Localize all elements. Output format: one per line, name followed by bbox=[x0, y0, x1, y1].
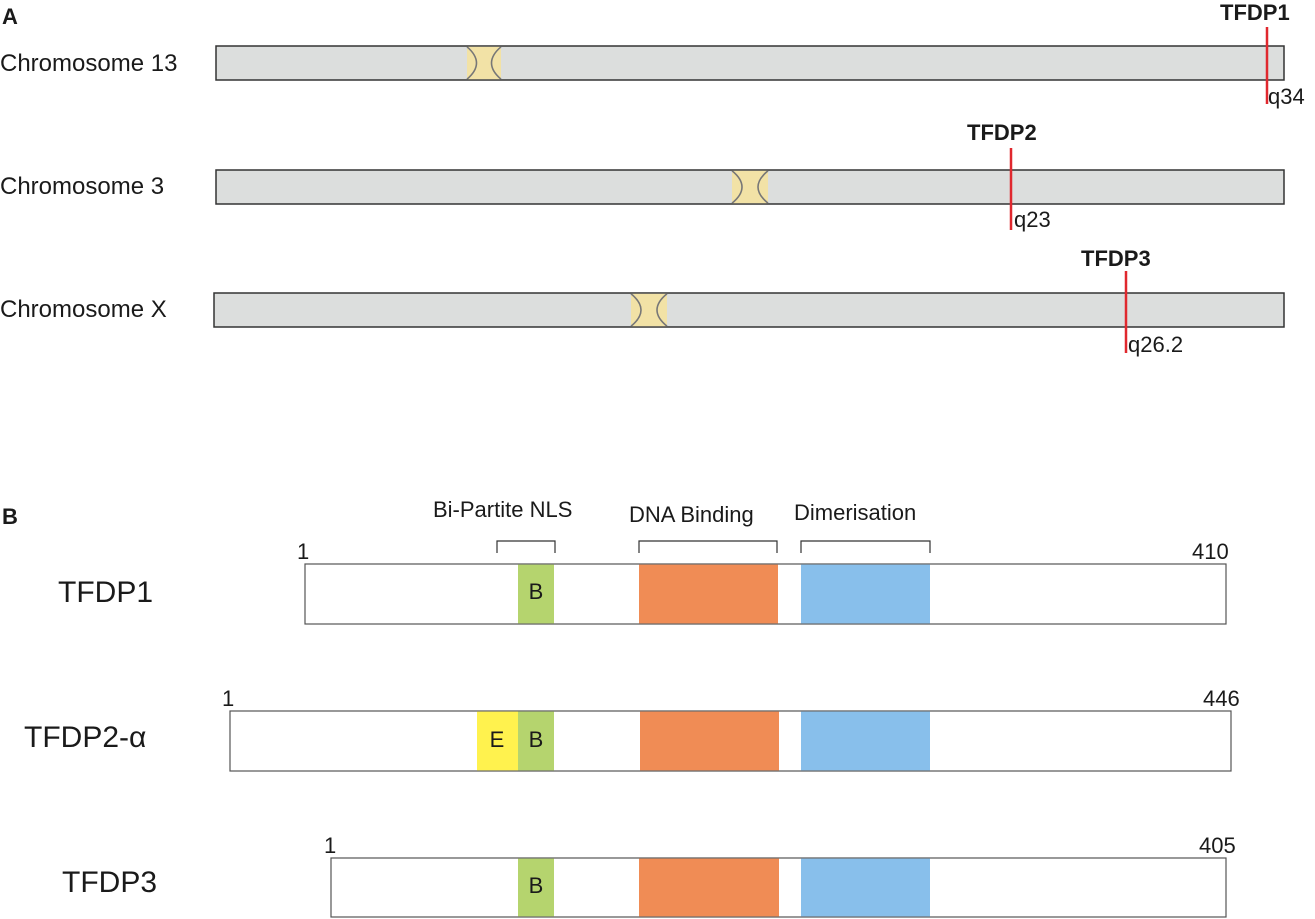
protein-tfdp2-alpha-nls-b-box bbox=[518, 711, 554, 771]
chromosome-x-label: Chromosome X bbox=[0, 296, 167, 323]
chromosome-13-label: Chromosome 13 bbox=[0, 50, 177, 77]
protein-tfdp1-end: 410 bbox=[1192, 539, 1229, 564]
protein-tfdp1: TFDP1 1 410 B bbox=[58, 539, 1229, 625]
protein-tfdp1-label: TFDP1 bbox=[58, 576, 153, 609]
chromosome-x-centromere bbox=[630, 293, 668, 327]
protein-tfdp3-label: TFDP3 bbox=[62, 866, 157, 899]
protein-tfdp3-nls-b-box bbox=[518, 858, 554, 917]
protein-tfdp3: TFDP3 1 405 B bbox=[62, 833, 1236, 918]
protein-tfdp1-nls-b-box bbox=[518, 564, 554, 624]
protein-tfdp3-nls-b-label: B bbox=[529, 873, 544, 898]
protein-tfdp2-alpha-label: TFDP2-α bbox=[24, 721, 146, 754]
protein-tfdp1-dna-binding-domain bbox=[639, 564, 778, 624]
protein-tfdp2-alpha-dimerisation-domain bbox=[801, 711, 930, 771]
protein-tfdp3-start: 1 bbox=[324, 833, 336, 858]
panel-a-label: A bbox=[2, 4, 18, 29]
protein-tfdp2-alpha-nls-e-label: E bbox=[490, 727, 505, 752]
chromosome-3: Chromosome 3 TFDP2 q23 bbox=[0, 120, 1285, 232]
protein-tfdp2-alpha-dna-binding-domain bbox=[640, 711, 779, 771]
nls-bracket bbox=[496, 540, 556, 553]
protein-tfdp1-nls-b-label: B bbox=[529, 579, 544, 604]
dna-binding-domain-header: DNA Binding bbox=[629, 502, 754, 527]
chromosome-3-centromere bbox=[731, 170, 769, 204]
tfdp1-gene-label: TFDP1 bbox=[1220, 0, 1290, 25]
protein-tfdp2-alpha-end: 446 bbox=[1203, 686, 1240, 711]
panel-b-label: B bbox=[2, 504, 18, 529]
chromosome-x: Chromosome X TFDP3 q26.2 bbox=[0, 246, 1285, 357]
protein-tfdp1-dimerisation-domain bbox=[801, 564, 930, 624]
dimerisation-bracket bbox=[800, 540, 931, 553]
chromosome-13-centromere bbox=[466, 46, 502, 80]
tfdp2-gene-label: TFDP2 bbox=[967, 120, 1037, 145]
tfdp3-gene-label: TFDP3 bbox=[1081, 246, 1151, 271]
tfdp2-band-label: q23 bbox=[1014, 207, 1051, 232]
chromosome-x-bar bbox=[213, 292, 1285, 328]
dna-binding-bracket bbox=[638, 540, 778, 553]
chromosome-13: Chromosome 13 TFDP1 q34 bbox=[0, 0, 1305, 109]
protein-tfdp2-alpha: TFDP2-α 1 446 E B bbox=[24, 686, 1240, 772]
protein-tfdp3-dna-binding-domain bbox=[639, 858, 779, 917]
tfdp3-band-label: q26.2 bbox=[1128, 332, 1183, 357]
protein-tfdp2-alpha-nls-b-label: B bbox=[529, 727, 544, 752]
protein-tfdp1-start: 1 bbox=[297, 539, 309, 564]
dimerisation-domain-header: Dimerisation bbox=[794, 500, 916, 525]
chromosome-13-bar bbox=[215, 45, 1285, 81]
protein-tfdp3-end: 405 bbox=[1199, 833, 1236, 858]
protein-tfdp3-dimerisation-domain bbox=[801, 858, 930, 917]
chromosome-3-label: Chromosome 3 bbox=[0, 173, 164, 200]
nls-domain-header: Bi-Partite NLS bbox=[433, 497, 572, 522]
protein-tfdp2-alpha-nls-e-box bbox=[477, 711, 518, 771]
protein-tfdp2-alpha-start: 1 bbox=[222, 686, 234, 711]
tfdp1-band-label: q34 bbox=[1268, 84, 1305, 109]
